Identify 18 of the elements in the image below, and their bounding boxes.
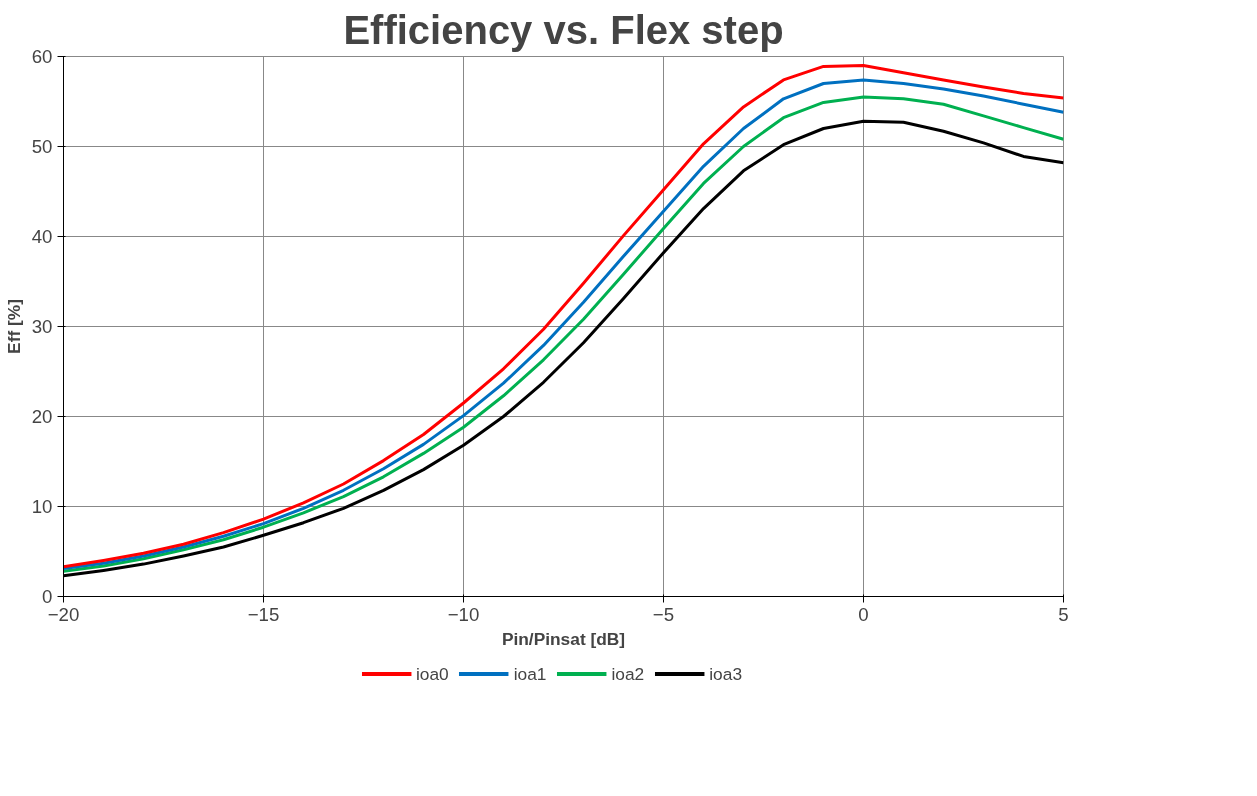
y-tick-label: 20: [31, 406, 53, 427]
legend-label: ioa0: [415, 663, 449, 684]
legend-label: ioa2: [611, 663, 645, 684]
y-axis-title: Eff [%]: [3, 299, 24, 354]
y-tick-label: 50: [31, 136, 53, 157]
x-tick-label: 0: [858, 603, 869, 625]
x-tick-label: −15: [247, 603, 280, 625]
x-axis-title: Pin/Pinsat [dB]: [501, 628, 626, 649]
x-tick-label: −10: [447, 603, 480, 625]
x-tick-label: 5: [1058, 603, 1069, 625]
y-tick-label: 60: [31, 46, 53, 67]
x-tick-label: −5: [652, 603, 675, 625]
y-tick-label: 30: [31, 316, 53, 337]
y-tick-label: 40: [31, 226, 53, 247]
legend-label: ioa3: [709, 663, 743, 684]
y-tick-label: 10: [31, 496, 53, 517]
legend-label: ioa1: [513, 663, 547, 684]
chart-title: Efficiency vs. Flex step: [343, 7, 784, 52]
